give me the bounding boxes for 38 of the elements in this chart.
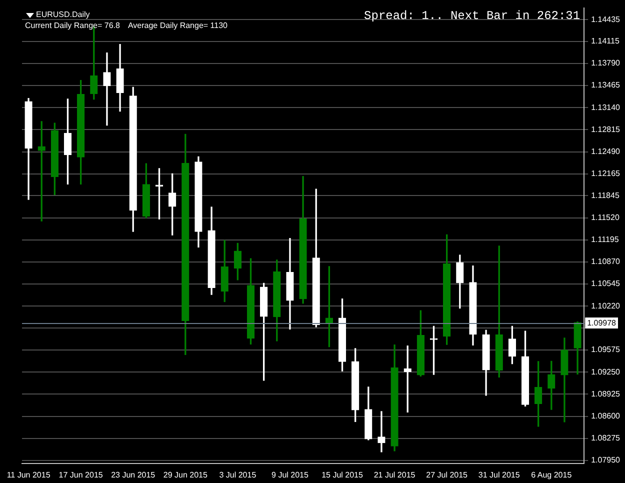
y-tick-label: 1.14435: [591, 14, 621, 24]
y-tick-label: 1.09250: [591, 367, 621, 376]
y-tick-label: 1.08925: [591, 389, 621, 398]
x-tick-label: 21 Jul 2015: [374, 470, 416, 480]
x-tick-label: 17 Jun 2015: [58, 470, 104, 480]
y-tick-label: 1.13790: [591, 58, 621, 68]
x-tick-label: 15 Jul 2015: [322, 470, 364, 480]
ref-line-label: 1.09978: [587, 318, 617, 328]
y-tick-label: 1.08275: [591, 434, 621, 443]
y-tick-label: 1.13465: [591, 80, 621, 90]
y-tick-label: 1.09575: [591, 345, 621, 354]
y-tick-label: 1.11845: [591, 190, 620, 200]
x-tick-label: 11 Jun 2015: [6, 470, 51, 480]
x-tick-label: 3 Jul 2015: [219, 470, 257, 480]
candlestick: [103, 52, 111, 126]
y-tick-label: 1.08600: [591, 411, 621, 420]
y-tick-label: 1.14115: [591, 36, 620, 46]
candlestick: [378, 411, 386, 452]
y-tick-label: 1.12490: [591, 147, 621, 156]
annotation: Spread: 1.. Next Bar in 262:31: [364, 8, 580, 23]
y-tick-label: 1.12165: [591, 169, 621, 178]
annotation: Current Daily Range= 76.8: [25, 21, 120, 30]
x-tick-label: 6 Aug 2015: [531, 470, 572, 480]
x-tick-label: 31 Jul 2015: [478, 470, 520, 480]
y-tick-label: 1.11520: [591, 212, 620, 222]
y-tick-label: 1.13140: [591, 102, 621, 112]
x-tick-label: 29 Jun 2015: [163, 470, 208, 480]
x-tick-label: 23 Jun 2015: [111, 470, 156, 480]
chart-title: EURUSD.Daily: [36, 10, 90, 20]
y-tick-label: 1.12815: [591, 124, 621, 134]
y-tick-label: 1.10545: [591, 279, 621, 288]
y-tick-label: 1.11195: [591, 235, 620, 244]
annotation: Average Daily Range= 1130: [128, 21, 228, 30]
x-tick-label: 9 Jul 2015: [272, 470, 309, 480]
y-tick-label: 1.10870: [591, 257, 621, 266]
y-tick-label: 1.07950: [591, 456, 621, 465]
y-tick-label: 1.10220: [591, 301, 621, 310]
x-tick-label: 27 Jul 2015: [426, 470, 468, 480]
